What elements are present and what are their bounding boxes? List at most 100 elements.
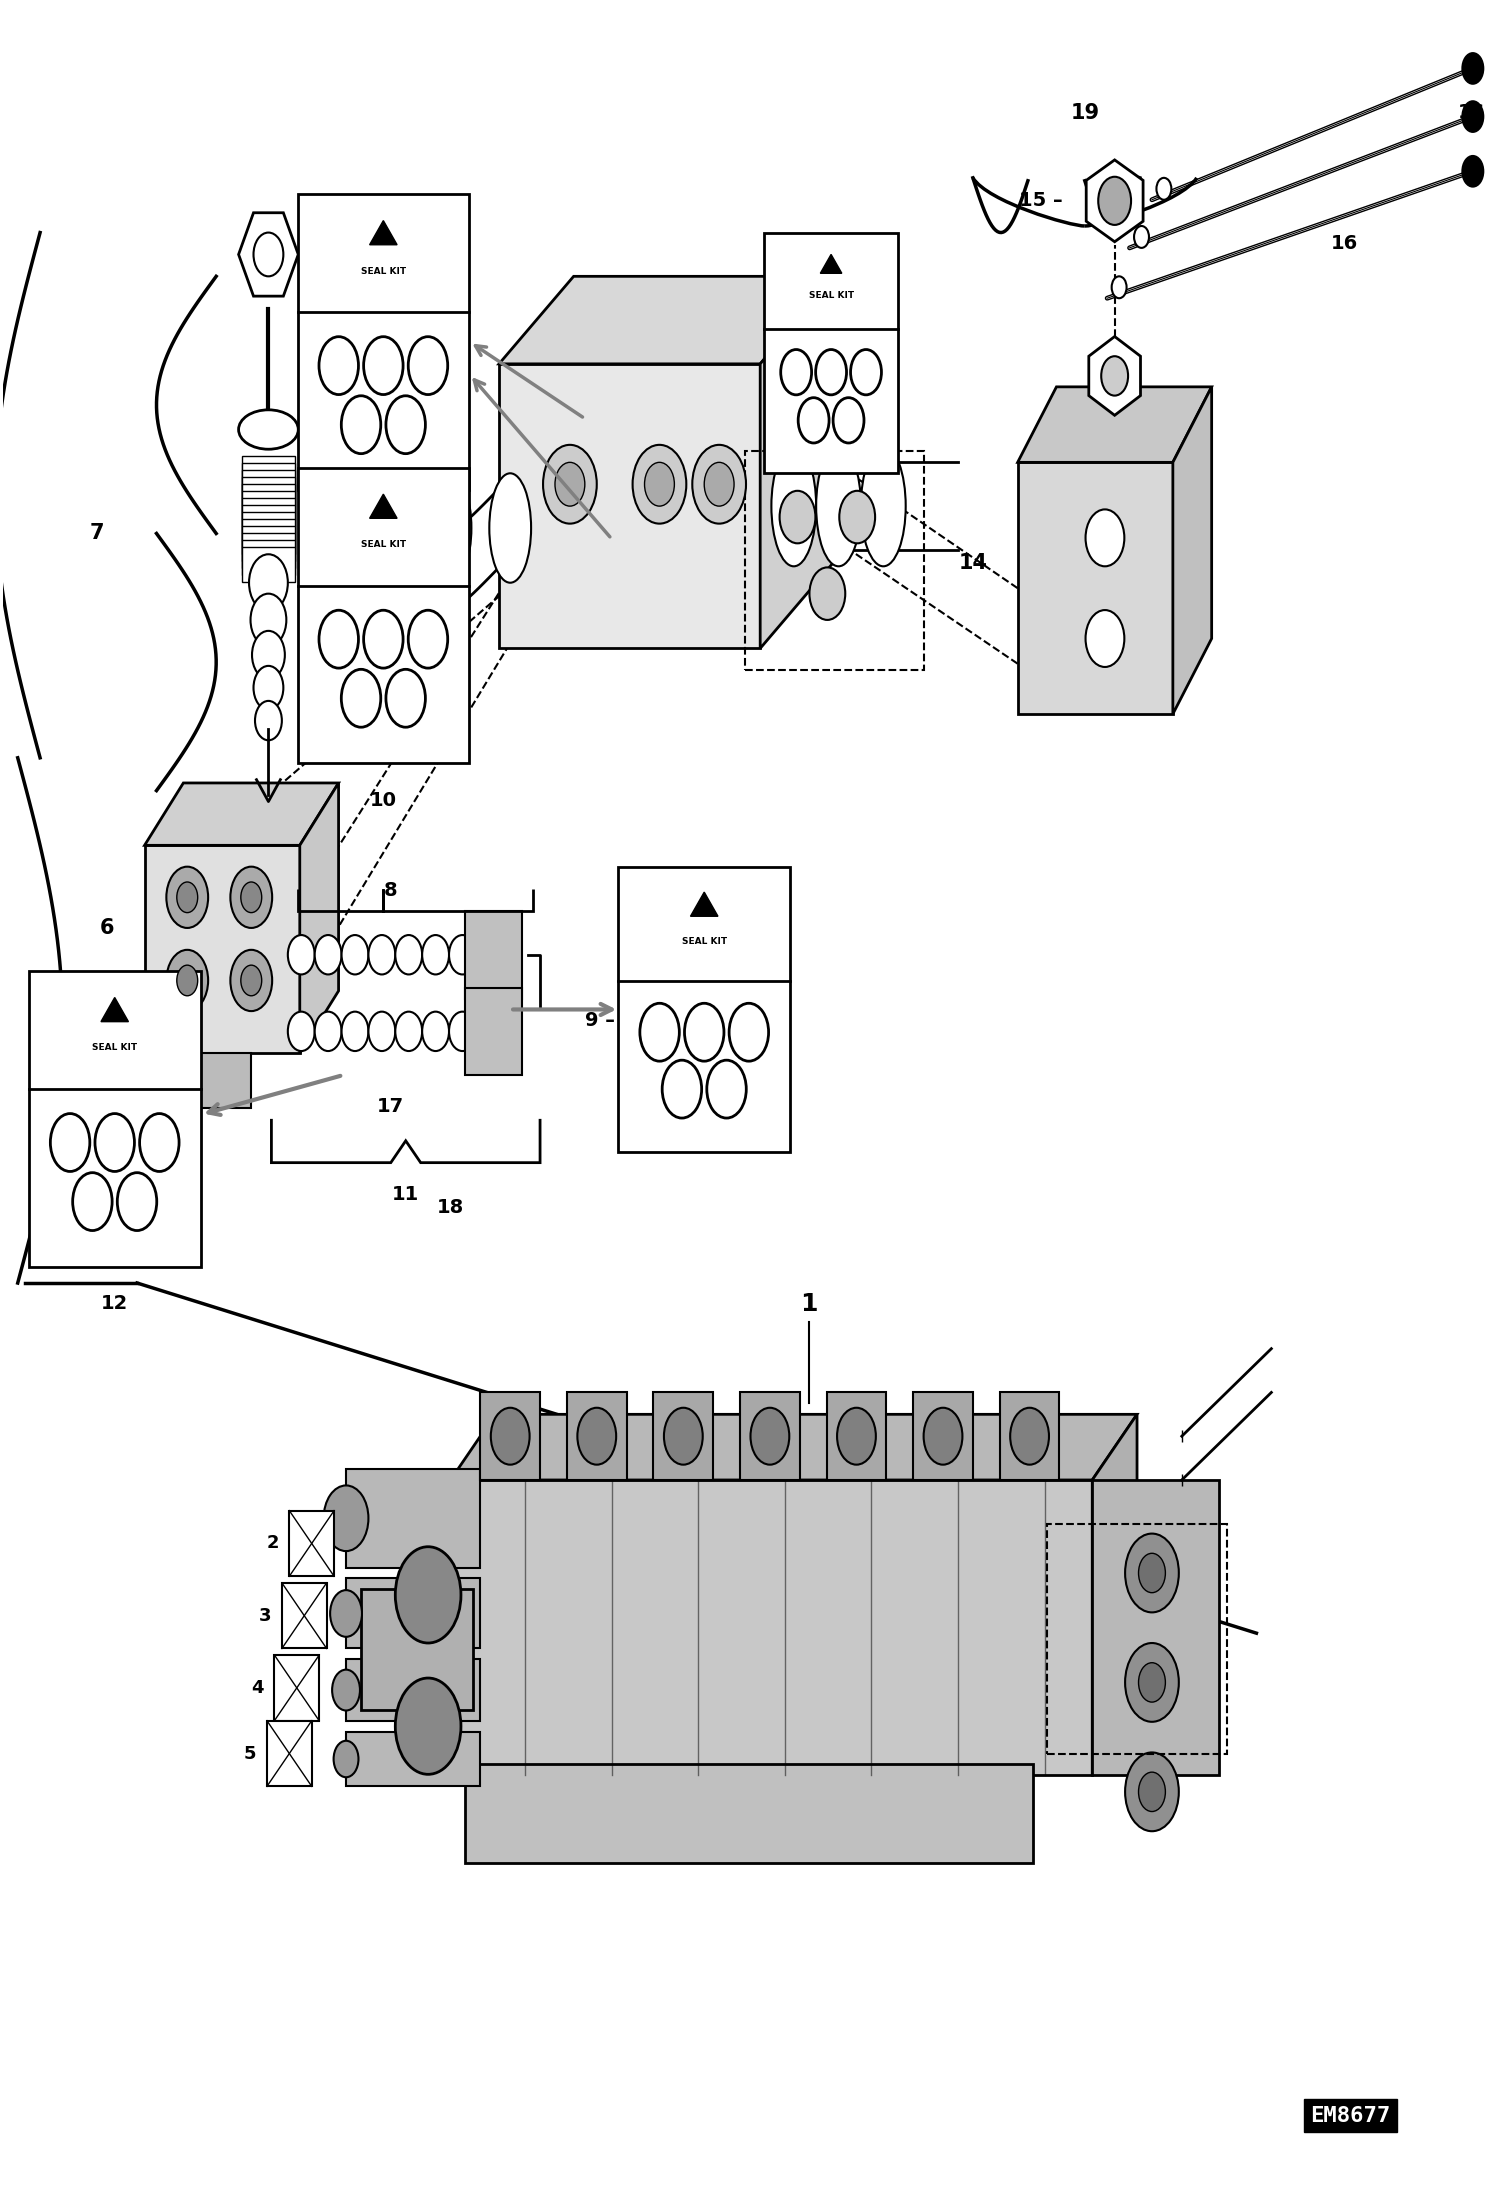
Bar	[241, 505, 295, 540]
Bar	[274, 1654, 319, 1720]
Text: 5: 5	[244, 1744, 256, 1762]
Bar	[241, 476, 295, 511]
Bar	[466, 911, 523, 998]
Bar	[241, 485, 295, 520]
Text: 19: 19	[1070, 103, 1100, 123]
Circle shape	[1125, 1643, 1179, 1722]
Circle shape	[1101, 355, 1128, 395]
Bar	[241, 527, 295, 562]
Polygon shape	[759, 276, 834, 649]
Polygon shape	[370, 222, 397, 246]
Circle shape	[1010, 1409, 1049, 1466]
Circle shape	[386, 395, 425, 454]
Bar	[241, 491, 295, 527]
Circle shape	[288, 935, 315, 974]
Bar	[28, 972, 201, 1266]
Circle shape	[707, 1060, 746, 1119]
Bar	[241, 533, 295, 568]
Circle shape	[395, 1678, 461, 1775]
Circle shape	[1134, 226, 1149, 248]
Bar	[289, 1512, 334, 1575]
Polygon shape	[1089, 336, 1140, 415]
Circle shape	[342, 1011, 369, 1051]
Bar	[653, 1393, 713, 1481]
Text: 18: 18	[437, 1198, 464, 1218]
Ellipse shape	[490, 474, 532, 584]
Circle shape	[139, 1115, 180, 1172]
Circle shape	[369, 935, 395, 974]
Circle shape	[833, 397, 864, 443]
Circle shape	[644, 463, 674, 507]
Circle shape	[1462, 156, 1483, 186]
Circle shape	[491, 1409, 530, 1466]
Bar	[466, 1764, 1032, 1863]
Circle shape	[798, 397, 828, 443]
Text: 12: 12	[100, 1294, 129, 1312]
Polygon shape	[145, 845, 300, 1053]
Ellipse shape	[771, 445, 816, 566]
Bar	[241, 463, 295, 498]
Circle shape	[177, 965, 198, 996]
Circle shape	[334, 1740, 358, 1777]
Polygon shape	[1092, 1415, 1137, 1775]
Polygon shape	[499, 276, 834, 364]
Bar	[764, 233, 899, 474]
Circle shape	[315, 935, 342, 974]
Circle shape	[815, 349, 846, 395]
Bar	[566, 1393, 626, 1481]
Circle shape	[330, 1591, 363, 1637]
Circle shape	[117, 1172, 157, 1231]
Bar	[267, 1720, 312, 1786]
Polygon shape	[145, 783, 339, 845]
Circle shape	[250, 595, 286, 647]
Bar	[481, 1393, 541, 1481]
Circle shape	[252, 632, 285, 678]
Circle shape	[369, 1011, 395, 1051]
Ellipse shape	[816, 445, 861, 566]
Circle shape	[364, 336, 403, 395]
Circle shape	[395, 935, 422, 974]
Bar	[740, 1393, 800, 1481]
Bar	[298, 467, 469, 764]
Bar	[746, 452, 924, 669]
Circle shape	[730, 1003, 768, 1062]
Circle shape	[1112, 276, 1126, 298]
Circle shape	[1125, 1753, 1179, 1832]
Circle shape	[640, 1003, 679, 1062]
Bar	[241, 511, 295, 546]
Circle shape	[409, 610, 448, 669]
Circle shape	[837, 1409, 876, 1466]
Text: 3: 3	[259, 1606, 271, 1626]
Circle shape	[1138, 1553, 1165, 1593]
Circle shape	[1125, 1534, 1179, 1613]
Polygon shape	[821, 255, 842, 274]
Circle shape	[685, 1003, 724, 1062]
Circle shape	[231, 867, 273, 928]
Bar	[1047, 1525, 1227, 1753]
Circle shape	[1138, 1773, 1165, 1812]
Circle shape	[177, 882, 198, 913]
Bar	[241, 498, 295, 533]
Circle shape	[249, 555, 288, 612]
Circle shape	[386, 669, 425, 726]
Circle shape	[255, 700, 282, 739]
Circle shape	[395, 1011, 422, 1051]
Bar	[346, 1470, 481, 1567]
Circle shape	[851, 349, 881, 395]
Circle shape	[51, 1115, 90, 1172]
Bar	[282, 1582, 327, 1648]
Circle shape	[241, 965, 262, 996]
Circle shape	[395, 1547, 461, 1643]
Polygon shape	[100, 998, 129, 1022]
Bar	[346, 1731, 481, 1786]
Bar	[451, 1481, 1092, 1775]
Bar	[466, 987, 523, 1075]
Polygon shape	[1173, 386, 1212, 713]
Polygon shape	[1017, 463, 1173, 713]
Text: 11: 11	[392, 1185, 419, 1205]
Polygon shape	[1017, 386, 1212, 463]
Text: SEAL KIT: SEAL KIT	[682, 937, 727, 946]
Circle shape	[779, 491, 815, 544]
Polygon shape	[691, 893, 718, 917]
Circle shape	[1086, 610, 1125, 667]
